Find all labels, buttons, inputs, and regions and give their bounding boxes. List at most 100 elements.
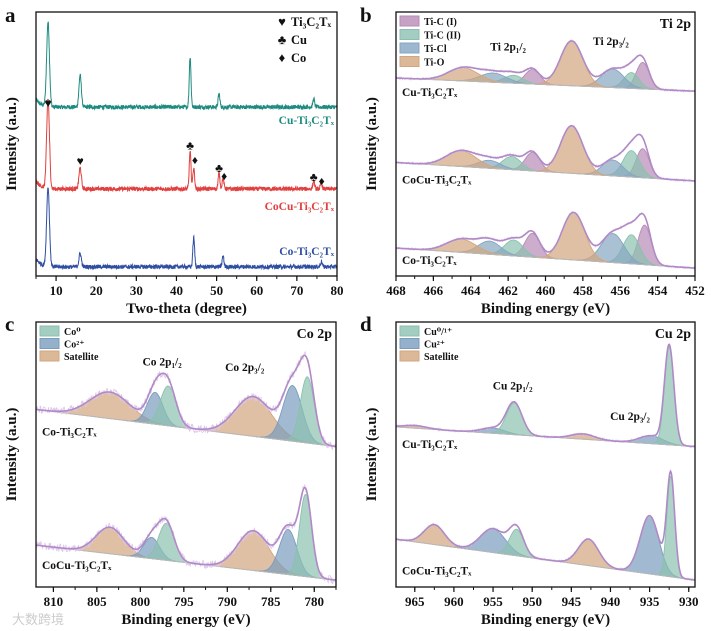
y-axis-title: Intensity (a.u.) [364,97,380,191]
sample-label: CoCu-Ti₃C₂Tₓ [265,201,335,213]
x-tick-label: 960 [444,594,464,609]
phase-marker: ♣ [215,161,223,175]
legend-symbol: ♣ [278,32,287,47]
sample-label: Co-Ti₃C₂Tₓ [279,246,334,258]
fit-envelope-line [396,40,695,92]
spectrum-d-1 [395,469,696,582]
x-tick-label: 10 [50,283,63,298]
legend-label: Ti-C (I) [424,17,457,28]
peak-label: Co 2p₁/₂ [143,357,183,369]
background-line [395,247,696,269]
legend-swatch [39,325,60,337]
legend-label: Cu [291,33,307,47]
sample-label: Cu-Ti₃C₂Tₓ [402,439,458,451]
spectrum-b-2 [395,211,696,270]
x-tick-label: 20 [90,283,103,298]
spectrum-b-0 [395,39,696,94]
legend-symbol: ♥ [278,14,286,29]
legend-swatch [39,350,60,362]
background-line [396,162,696,182]
legend-label: Satellite [424,352,459,363]
x-tick-label: 810 [44,594,64,609]
sample-label: Cu-Ti₃C₂Tₓ [279,115,335,127]
x-tick-label: 945 [562,594,582,609]
panel-a: Cu-Ti₃C₂Tₓ CoCu-Ti₃C₂Tₓ Co-Ti₃C₂Tₓ 10 20 30 40… [4,3,344,317]
sample-label: CoCu-Ti₃C₂Tₓ [402,174,472,186]
x-tick-label: 462 [498,283,518,298]
y-axis-title: Intensity (a.u.) [4,408,20,502]
sample-label: Co-Ti₃C₂Tₓ [42,426,97,438]
phase-marker: ♣ [310,170,318,184]
y-axis-title: Intensity (a.u.) [4,97,20,191]
x-tick-label: 460 [536,283,556,298]
spectrum-a-1 [35,98,338,193]
legend-swatch [399,29,420,40]
panel-letter: c [5,312,14,336]
spectrum-a-2 [35,187,338,271]
x-tick-label: 780 [305,594,325,609]
phase-marker: ♦ [192,153,198,167]
x-tick-label: 468 [386,283,406,298]
legend-label: Ti₃C₂Tₓ [291,15,331,29]
x-tick-label: 50 [210,283,223,298]
x-tick-label: 464 [461,283,481,298]
legend-swatch [399,15,420,27]
x-axis-title: Binding energy (eV) [481,301,610,317]
x-tick-label: 965 [405,594,425,609]
legend-label: Co²⁺ [64,340,85,351]
peak-label: Cu 2p₃/₂ [610,411,650,423]
phase-marker: ♥ [44,96,51,110]
background-line [35,408,336,447]
panel-c: Co-Ti₃C₂Tₓ CoCu-Ti₃C₂Tₓ 810 805 800 795 790 785… [4,312,337,628]
peak-label: Ti 2p₃/₂ [593,36,629,48]
axes-frame [35,11,338,277]
legend-symbol: ♦ [279,50,286,65]
panel-letter: d [360,312,372,336]
x-tick-label: 458 [573,283,593,298]
fit-envelope-line [35,486,337,581]
fit-envelope-line [35,354,336,448]
y-axis-title: Intensity (a.u.) [364,408,380,502]
fit-envelope-line [395,469,696,581]
spectrum-d-0 [395,343,695,448]
xrd-trace [35,21,338,111]
legend-swatch [399,338,420,349]
x-tick-label: 40 [170,283,183,298]
x-tick-label: 800 [131,594,151,609]
x-tick-label: 935 [640,594,660,609]
legend-label: Co⁰ [64,327,81,338]
legend-swatch [399,325,420,337]
x-tick-label: 955 [483,594,503,609]
fit-envelope-line [396,343,695,448]
x-tick-label: 60 [250,283,263,298]
xrd-trace [35,187,338,271]
x-tick-label: 930 [679,594,699,609]
watermark-text: 大数跨境 [12,613,64,628]
background-line [396,77,695,92]
x-tick-label: 805 [87,594,107,609]
legend-label: Co [291,51,306,65]
x-tick-label: 70 [290,283,303,298]
legend-label: Ti-C (II) [424,31,461,42]
peak-label: Ti 2p₁/₂ [490,41,526,53]
panel-title: Cu 2p [655,327,691,342]
xrd-trace [35,98,338,193]
spectrum-a-0 [35,21,338,111]
panel-title: Ti 2p [660,17,691,32]
peak-label: Cu 2p₁/₂ [493,381,533,393]
peak-label: Co 2p₃/₂ [225,362,265,374]
x-tick-label: 454 [648,283,668,298]
phase-marker: ♣ [186,138,194,152]
x-tick-label: 950 [522,594,542,609]
x-tick-label: 466 [424,283,444,298]
spectrum-c-0 [35,350,337,451]
x-tick-label: 30 [130,283,143,298]
x-tick-label: 452 [685,283,705,298]
fit-component-peak [547,538,630,572]
legend-label: Ti-Cl [424,44,447,55]
x-axis-title: Binding energy (eV) [481,612,610,628]
x-tick-label: 795 [174,594,194,609]
legend-label: Cu⁰/¹⁺ [424,327,452,338]
x-tick-label: 790 [218,594,238,609]
